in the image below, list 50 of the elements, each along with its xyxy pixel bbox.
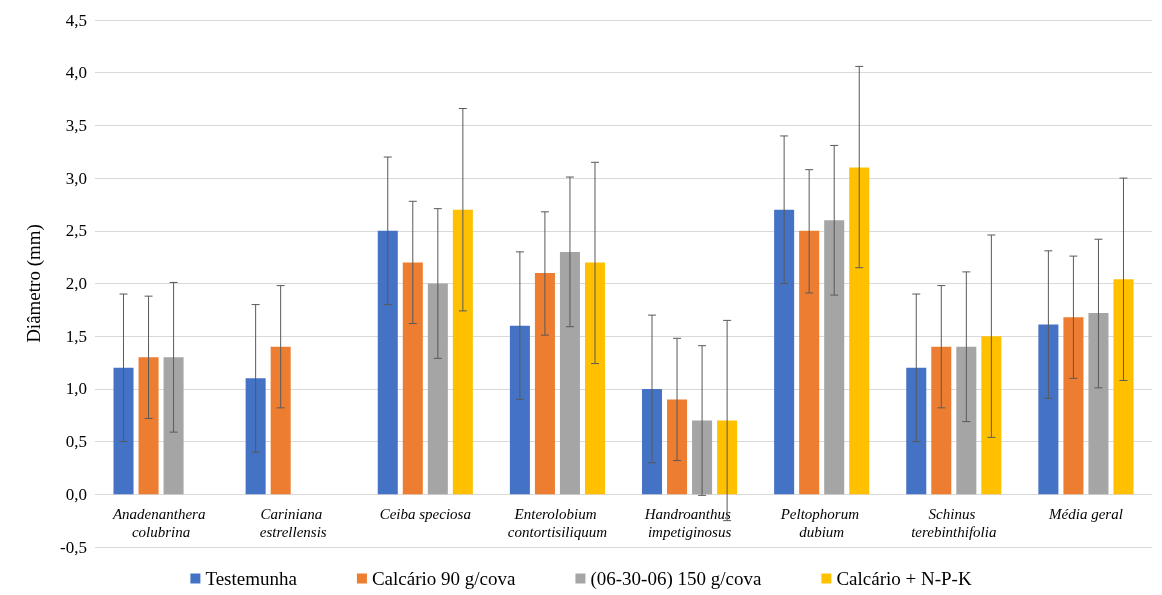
x-tick-label: Enterolobium contortisiliquum [507, 506, 608, 540]
bar [906, 367, 927, 495]
bar [163, 357, 184, 495]
y-axis-title: Diâmetro (mm) [23, 224, 45, 343]
bar [824, 220, 845, 495]
y-tick-label: 4,5 [65, 10, 87, 30]
y-tick-label: 3,5 [65, 115, 87, 135]
bar [981, 336, 1002, 495]
y-tick-label: 4,0 [65, 63, 87, 83]
x-tick-label: Handroanthus impetiginosus [643, 506, 735, 540]
y-tick-label: 1,5 [65, 326, 87, 346]
bar [1113, 279, 1134, 495]
y-tick-label: 0,5 [65, 432, 87, 452]
bar [931, 346, 952, 495]
bar [245, 378, 266, 495]
bar [113, 367, 134, 495]
y-tick-label: 2,5 [65, 221, 87, 241]
bar [799, 230, 820, 495]
legend-label: Calcário 90 g/cova [371, 568, 516, 589]
bar [1038, 324, 1059, 495]
bar [138, 357, 159, 495]
bar [377, 230, 398, 495]
bar [559, 251, 580, 495]
y-tick-label: 1,0 [65, 379, 87, 399]
y-tick-label: 3,0 [65, 168, 87, 188]
legend-label: Calcário + N-P-K [836, 568, 972, 589]
y-tick-label: 0,0 [65, 484, 87, 504]
bar [534, 272, 555, 495]
y-tick-label: 2,0 [65, 274, 87, 293]
bar [849, 167, 870, 495]
legend-label: Testemunha [205, 568, 298, 589]
bar [667, 399, 688, 495]
x-tick-label: Ceiba speciosa [379, 506, 471, 522]
x-tick-label: Cariniana estrellensis [259, 506, 327, 540]
x-tick-label: Média geral [1048, 506, 1123, 522]
bar [1088, 313, 1109, 495]
x-tick-label: Anadenanthera colubrina [111, 506, 210, 540]
bar [584, 262, 605, 495]
bar [956, 346, 977, 495]
bar [452, 209, 473, 495]
bar [402, 262, 423, 495]
x-tick-label: Schinus terebinthifolia [911, 506, 997, 540]
y-tick-label: -0,5 [60, 537, 87, 557]
x-tick-label: Peltophorum dubium [779, 506, 863, 540]
legend-label: (06-30-06) 150 g/cova [590, 568, 762, 590]
bar [270, 346, 291, 495]
bar [1063, 317, 1084, 495]
bar [774, 209, 795, 495]
bar [509, 325, 530, 495]
bar [427, 283, 448, 495]
